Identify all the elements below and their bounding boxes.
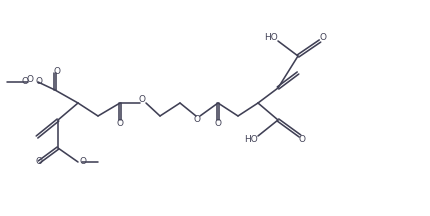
Text: O: O [117,119,123,129]
Text: O: O [298,135,305,145]
Text: O: O [53,67,61,76]
Text: O: O [319,33,326,43]
Text: O: O [194,116,200,124]
Text: O: O [138,95,145,103]
Text: HO: HO [264,33,278,43]
Text: O: O [79,157,86,167]
Text: O: O [36,78,43,86]
Text: O: O [215,119,221,129]
Text: O: O [27,76,34,84]
Text: HO: HO [244,135,258,145]
Text: O: O [22,78,29,86]
Text: O: O [36,157,43,167]
